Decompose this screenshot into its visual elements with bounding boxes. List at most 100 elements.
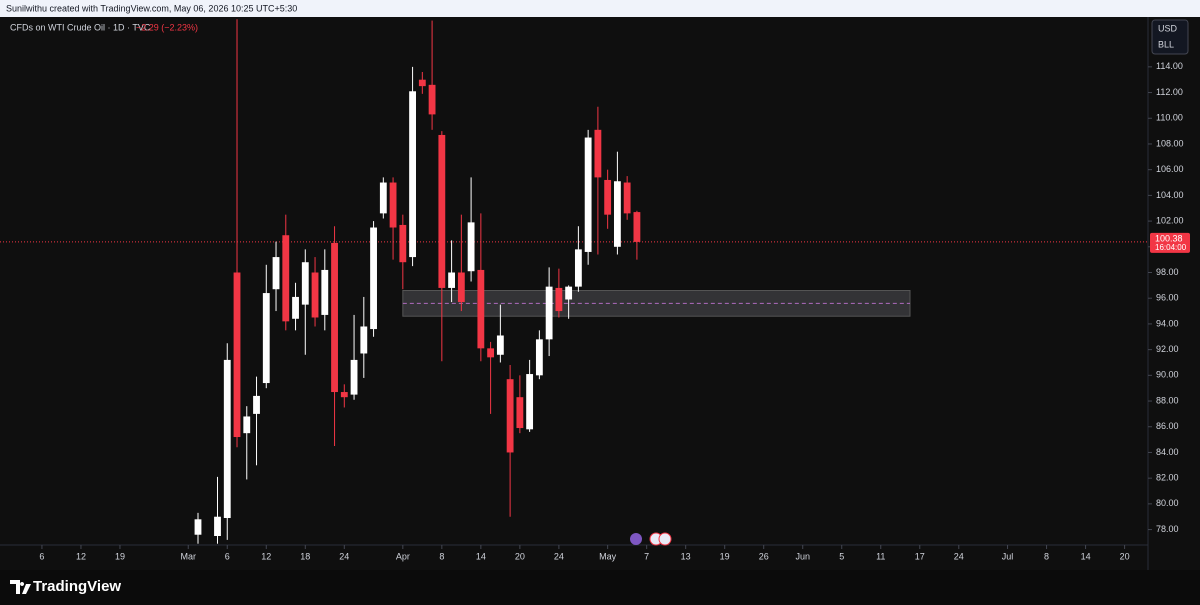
- candle-body: [477, 269, 485, 349]
- y-tick-label: 92.00: [1156, 344, 1179, 354]
- y-tick-label: 78.00: [1156, 524, 1179, 534]
- logo-icon: [10, 580, 31, 594]
- candle-body: [633, 212, 641, 242]
- currency: USD: [1158, 23, 1178, 33]
- y-tick-label: 82.00: [1156, 473, 1179, 483]
- x-tick-label: 24: [339, 551, 349, 561]
- candle-body: [292, 296, 299, 319]
- top-bar: [0, 0, 1200, 17]
- candle-body: [506, 379, 514, 453]
- x-tick-label: 5: [839, 551, 844, 561]
- x-tick-label: May: [599, 551, 617, 561]
- candle-body: [253, 395, 260, 414]
- y-tick-label: 108.00: [1156, 138, 1184, 148]
- candle-body: [613, 181, 621, 247]
- candle-body: [584, 137, 592, 252]
- x-tick-label: 19: [115, 551, 125, 561]
- candle-body: [370, 227, 377, 330]
- candle-body: [457, 272, 465, 303]
- candle-body: [360, 326, 368, 354]
- y-tick-label: 94.00: [1156, 318, 1179, 328]
- x-tick-label: 20: [515, 551, 525, 561]
- y-tick-label: 90.00: [1156, 370, 1179, 380]
- candle-body: [311, 272, 319, 318]
- x-tick-label: 8: [439, 551, 444, 561]
- candle-body: [428, 84, 436, 115]
- y-tick-label: 98.00: [1156, 267, 1179, 277]
- y-tick-label: 112.00: [1156, 87, 1183, 97]
- x-tick-label: 12: [261, 551, 271, 561]
- candle-body: [340, 392, 348, 398]
- x-tick-label: 14: [1081, 551, 1091, 561]
- candle-body: [409, 91, 416, 258]
- candle-body: [194, 519, 202, 535]
- candle-body: [331, 242, 338, 393]
- last-price-label: 100.38: [1155, 233, 1183, 243]
- symbol: CFDs on WTI Crude Oil · 1D · TVC: [10, 22, 151, 32]
- x-tick-label: Jun: [795, 551, 810, 561]
- candle-body: [282, 235, 290, 322]
- candle-body: [555, 287, 563, 312]
- candle-body: [545, 286, 553, 340]
- x-tick-label: Jul: [1002, 551, 1014, 561]
- candle-body: [448, 272, 456, 288]
- x-tick-label: 6: [39, 551, 44, 561]
- x-tick-label: 11: [876, 551, 885, 561]
- y-tick-label: 106.00: [1156, 164, 1184, 174]
- candle-body: [535, 339, 543, 376]
- candle-body: [272, 257, 280, 290]
- brand: TradingView: [33, 578, 121, 595]
- candle-body: [262, 293, 270, 384]
- candle-body: [496, 335, 504, 355]
- x-tick-label: 12: [76, 551, 86, 561]
- candle-body: [301, 262, 309, 305]
- y-tick-label: 114.00: [1156, 61, 1183, 71]
- x-tick-label: 14: [476, 551, 486, 561]
- candle-body: [487, 348, 495, 358]
- y-tick-label: 88.00: [1156, 395, 1179, 405]
- y-tick-label: 84.00: [1156, 447, 1179, 457]
- x-tick-label: 6: [225, 551, 230, 561]
- candle-body: [223, 359, 231, 519]
- candle-body: [526, 374, 534, 430]
- x-tick-label: 24: [954, 551, 964, 561]
- x-tick-label: 13: [681, 551, 691, 561]
- author-line: Sunilwithu created with TradingView.com,…: [6, 3, 297, 13]
- x-tick-label: 8: [1044, 551, 1049, 561]
- x-tick-label: 19: [720, 551, 730, 561]
- countdown: 16:04:00: [1155, 243, 1187, 252]
- x-tick-label: 18: [300, 551, 310, 561]
- event-icon[interactable]: [658, 532, 672, 546]
- candle-body: [574, 249, 582, 287]
- candle-body: [214, 516, 221, 537]
- x-tick-label: Apr: [396, 551, 410, 561]
- x-tick-label: 17: [915, 551, 925, 561]
- candle-body: [321, 269, 329, 315]
- change: −2.29 (−2.23%): [136, 22, 198, 32]
- candle-body: [467, 222, 475, 272]
- y-tick-label: 110.00: [1156, 113, 1183, 123]
- candle-body: [565, 286, 573, 300]
- y-tick-label: 104.00: [1156, 190, 1184, 200]
- y-tick-label: 102.00: [1156, 215, 1184, 225]
- event-icon[interactable]: [630, 533, 642, 545]
- candle-body: [379, 182, 387, 214]
- candle-body: [418, 79, 426, 87]
- x-tick-label: 20: [1120, 551, 1130, 561]
- candle-body: [604, 179, 612, 215]
- x-tick-label: Mar: [180, 551, 196, 561]
- candle-body: [350, 359, 358, 395]
- unit: BLL: [1158, 39, 1174, 49]
- y-tick-label: 96.00: [1156, 293, 1179, 303]
- x-tick-label: 26: [759, 551, 769, 561]
- candle-body: [516, 397, 524, 429]
- candle-body: [243, 416, 251, 434]
- y-tick-label: 80.00: [1156, 498, 1179, 508]
- x-tick-label: 24: [554, 551, 564, 561]
- candle-body: [594, 129, 602, 178]
- footer: [0, 570, 1200, 605]
- unit-box[interactable]: [1151, 19, 1189, 55]
- candle-body: [389, 182, 397, 228]
- candle-body: [399, 224, 407, 263]
